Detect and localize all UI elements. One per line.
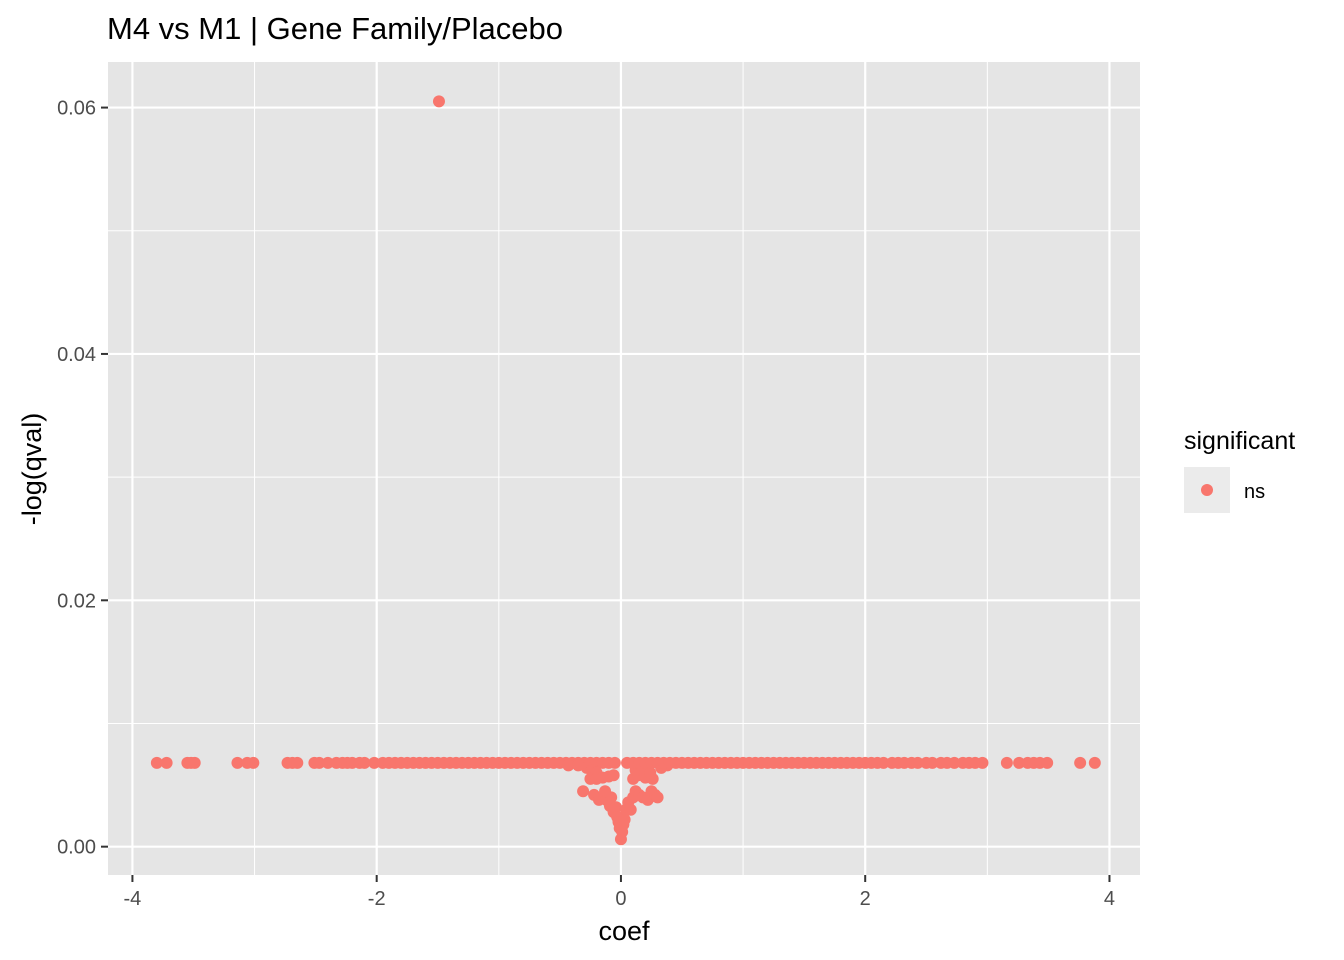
x-axis-title: coef <box>598 916 650 946</box>
data-point <box>188 756 201 769</box>
grid-lines <box>108 62 1140 875</box>
y-tick-label: 0.02 <box>57 590 96 612</box>
x-tick-label: -4 <box>124 888 142 910</box>
data-point <box>926 756 939 769</box>
plot-panel <box>108 62 1140 875</box>
legend-title: significant <box>1184 427 1295 455</box>
data-points <box>150 95 1101 846</box>
data-point <box>911 756 924 769</box>
data-point <box>432 95 445 108</box>
data-point <box>608 756 621 769</box>
legend: significant ns <box>1184 427 1295 513</box>
data-point <box>599 785 612 798</box>
data-point <box>1074 756 1087 769</box>
data-point <box>562 759 575 772</box>
x-tick-label: 0 <box>615 888 626 910</box>
data-point <box>1000 756 1013 769</box>
legend-label-ns: ns <box>1244 481 1265 503</box>
data-point <box>150 756 163 769</box>
data-point <box>247 756 260 769</box>
data-point <box>618 813 631 826</box>
data-point <box>321 756 334 769</box>
data-point <box>368 756 381 769</box>
data-point <box>877 756 890 769</box>
x-tick-label: 2 <box>860 888 871 910</box>
y-axis: 0.00 0.02 0.04 0.06 <box>57 98 108 859</box>
y-tick-label: 0.06 <box>57 98 96 120</box>
data-point <box>948 756 961 769</box>
data-point <box>577 785 590 798</box>
data-point <box>607 769 620 782</box>
data-point <box>610 801 623 814</box>
y-tick-label: 0.04 <box>57 344 96 366</box>
data-point <box>313 756 326 769</box>
data-point <box>291 756 304 769</box>
data-point <box>644 766 657 779</box>
data-point <box>1041 756 1054 769</box>
data-point <box>160 756 173 769</box>
y-tick-label: 0.00 <box>57 837 96 859</box>
x-axis: -4 -2 0 2 4 <box>124 875 1115 910</box>
data-point <box>358 756 371 769</box>
y-axis-title: -log(qval) <box>17 413 47 526</box>
data-point <box>1013 756 1026 769</box>
x-tick-label: 4 <box>1104 888 1115 910</box>
x-tick-label: -2 <box>368 888 386 910</box>
chart-title: M4 vs M1 | Gene Family/Placebo <box>107 11 563 46</box>
data-point <box>624 803 637 816</box>
legend-key-point <box>1201 484 1213 496</box>
data-point <box>231 756 244 769</box>
data-point <box>976 756 989 769</box>
data-point <box>1088 756 1101 769</box>
data-point <box>651 791 664 804</box>
